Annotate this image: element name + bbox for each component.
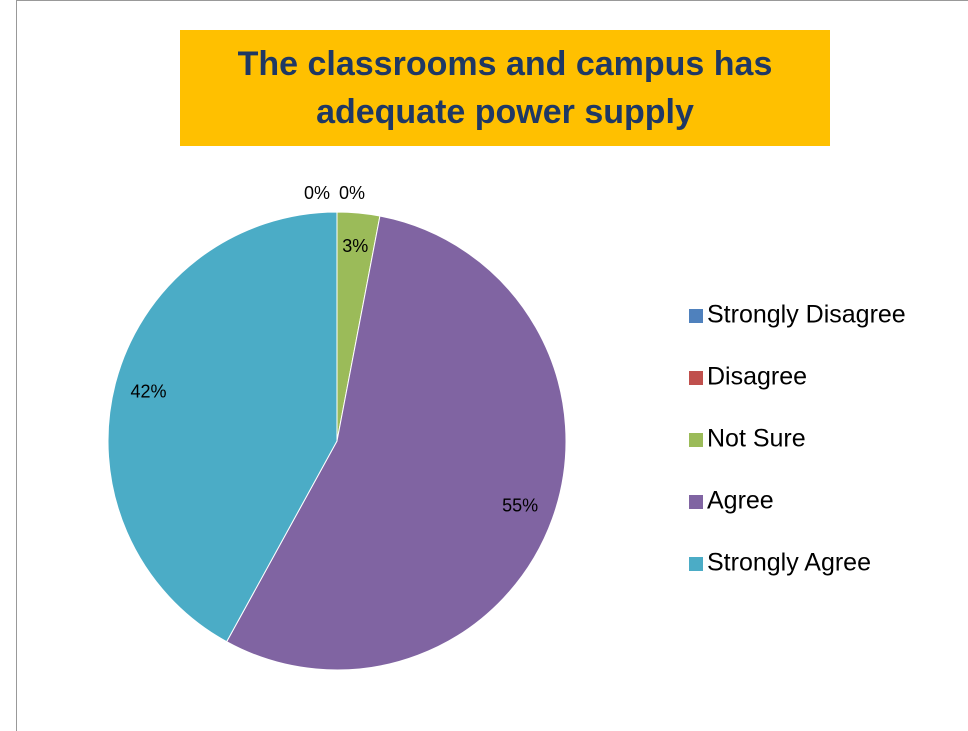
data-label: 42% — [130, 381, 166, 401]
legend-label: Strongly Agree — [707, 549, 871, 577]
legend-swatch — [689, 557, 703, 571]
legend-swatch — [689, 495, 703, 509]
legend-swatch — [689, 433, 703, 447]
legend-label: Agree — [707, 487, 774, 515]
legend-label: Strongly Disagree — [707, 301, 906, 329]
legend-label: Disagree — [707, 363, 807, 391]
legend-swatch — [689, 371, 703, 385]
legend-label: Not Sure — [707, 425, 806, 453]
data-label: 0% — [339, 183, 365, 203]
chart-border — [16, 0, 968, 731]
data-label: 55% — [502, 496, 538, 516]
pie-slice — [225, 215, 567, 671]
chart-title: The classrooms and campus has adequate p… — [180, 30, 830, 146]
data-label: 3% — [342, 236, 368, 256]
pie-slice — [107, 211, 338, 643]
data-label: 0% — [304, 183, 330, 203]
legend-swatch — [689, 309, 703, 323]
